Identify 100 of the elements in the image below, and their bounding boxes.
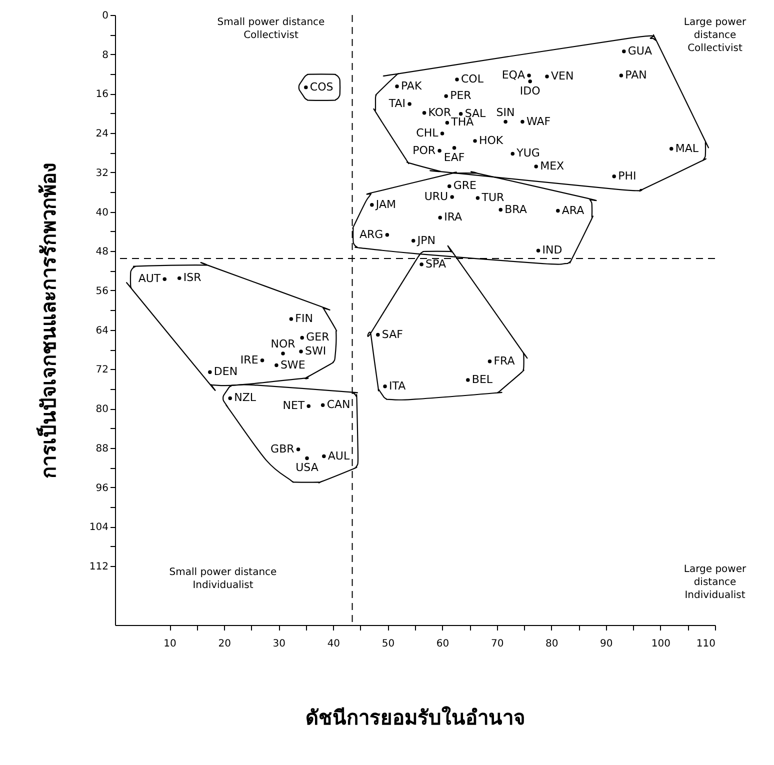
point (438, 216, 442, 220)
point (422, 111, 426, 115)
data-label: ITA (389, 379, 406, 392)
data-label: TUR (480, 191, 504, 204)
data-label: IND (542, 244, 562, 257)
data-label: IRA (444, 210, 463, 224)
data-label: COL (461, 72, 484, 86)
point (383, 384, 387, 388)
data-label: SWI (305, 344, 326, 358)
data-label: HOK (479, 134, 504, 147)
point (619, 74, 624, 78)
y-tick-label: 0 (102, 10, 108, 22)
data-label: FIN (295, 312, 313, 326)
point (289, 317, 294, 321)
data-label: ARG (359, 228, 384, 241)
y-tick-label: 32 (96, 168, 108, 179)
x-tick-label: 60 (436, 638, 450, 650)
data-label: SIN (496, 106, 515, 119)
data-label: EQA (502, 68, 526, 82)
x-tick-label: 10 (164, 638, 176, 650)
point (498, 208, 503, 212)
x-tick-label: 110 (696, 638, 716, 650)
point (556, 208, 560, 213)
data-label: BRA (504, 202, 528, 216)
y-tick-label: 24 (96, 128, 108, 140)
y-tick-label: 72 (96, 364, 108, 376)
data-label: GRE (453, 179, 477, 192)
point (466, 378, 470, 382)
point (545, 74, 549, 78)
point (534, 164, 538, 168)
x-tick-label: 40 (327, 638, 340, 650)
y-tick-label: 64 (96, 325, 108, 336)
point (395, 84, 399, 88)
point (411, 238, 416, 243)
point (458, 112, 463, 116)
point (370, 203, 374, 207)
data-label: SWE (280, 358, 306, 372)
point (622, 50, 626, 54)
data-label: POR (412, 144, 436, 157)
point (228, 396, 232, 400)
data-label: FRA (494, 354, 516, 368)
data-label: ARA (562, 204, 585, 217)
point (455, 78, 459, 82)
data-label: NOR (270, 337, 296, 350)
x-tick-label: 100 (651, 638, 670, 650)
data-label: EAF (444, 150, 465, 164)
data-label: ISR (183, 271, 202, 284)
point (510, 152, 515, 156)
x-axis-title: ดัชนีการยอมรับในอำนาจ (306, 706, 526, 730)
point (408, 102, 412, 106)
point (438, 148, 442, 153)
data-label: NET (282, 399, 305, 412)
annotation: Small power distance Individualist (169, 567, 277, 592)
data-label: KOR (428, 106, 452, 119)
y-tick-label: 88 (96, 443, 108, 454)
annotation: Large power distance Individualist (684, 564, 747, 601)
data-label: SAF (382, 328, 403, 341)
point (420, 262, 424, 266)
y-tick-label: 112 (89, 561, 108, 572)
data-label: PER (450, 89, 472, 102)
data-label: GUA (628, 44, 652, 58)
point (536, 248, 540, 253)
y-tick-label: 40 (96, 207, 108, 218)
data-label: COS (310, 80, 334, 94)
data-label: GER (306, 330, 330, 344)
point (260, 358, 264, 362)
point (320, 403, 325, 407)
data-label: USA (296, 461, 319, 474)
point (444, 94, 448, 98)
point (300, 336, 304, 340)
data-label: PAK (401, 79, 422, 92)
data-label: CHL (416, 126, 440, 140)
data-label: JPN (416, 234, 436, 247)
data-label: CAN (326, 398, 350, 412)
y-tick-label: 48 (96, 246, 108, 258)
data-label: JAM (374, 198, 396, 211)
point (376, 332, 380, 337)
point (385, 233, 390, 237)
point (527, 74, 531, 78)
point (162, 277, 167, 282)
point (281, 352, 285, 356)
x-tick-label: 50 (382, 638, 395, 650)
point (473, 139, 477, 143)
data-label: AUL (328, 449, 350, 462)
data-label: PHI (618, 169, 636, 182)
y-tick-label: 80 (96, 404, 108, 416)
point (452, 146, 456, 150)
point (488, 359, 492, 364)
data-label: YUG (516, 146, 540, 160)
x-tick-label: 90 (600, 638, 613, 650)
point (305, 456, 309, 460)
point (528, 80, 532, 84)
y-tick-label: 96 (96, 482, 108, 494)
point (450, 195, 454, 199)
data-label: DEN (214, 365, 238, 378)
point (322, 454, 326, 458)
annotation: Small power distance Collectivist (217, 17, 325, 41)
point (504, 120, 508, 124)
y-tick-label: 8 (102, 50, 108, 61)
data-label: IRE (240, 353, 258, 366)
